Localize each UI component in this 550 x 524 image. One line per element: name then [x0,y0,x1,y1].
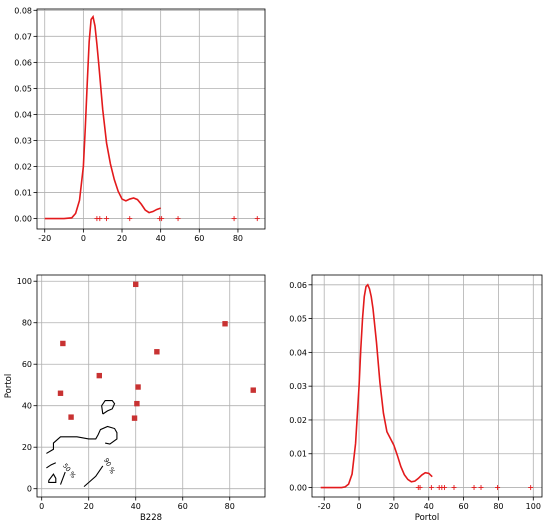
x-tick-label: 80 [233,234,243,243]
x-tick-label: 20 [84,502,94,511]
scatter-point [134,400,140,407]
y-tick-label: 0.07 [14,32,32,41]
rug-marker [528,485,534,491]
rug-marker [495,485,501,491]
scatter-point [57,390,64,396]
rug-marker [451,485,457,491]
y-tick-label: 0.01 [289,450,307,459]
y-tick-label: 0.03 [14,136,32,145]
y-tick-label: 0.00 [14,215,32,224]
y-tick-label: 0.02 [14,163,32,172]
rug-marker [428,485,434,491]
rug-marker [127,216,133,222]
contour-line [48,473,57,484]
y-tick-label: 0.06 [289,281,307,290]
rug-marker [104,216,110,222]
y-tick-label: 0.05 [289,315,307,324]
x-axis-label: Portol [415,513,439,523]
scatter-point [68,414,74,420]
x-tick-label: 0 [81,234,86,243]
x-tick-label: 60 [458,502,468,511]
scatter-point [96,372,102,379]
rug-marker [254,216,260,222]
x-tick-label: 40 [156,234,166,243]
x-tick-label: 60 [194,234,204,243]
b228-density-panel: -20 0 20 40 60 80 0.00 0.01 0.02 0.03 0.04 0.05 0.06… [14,6,266,243]
y-tick-label: 60 [22,360,32,369]
portol-density-panel: -20 0 20 40 60 80 100 0.00 0.01 0.02 0.03 0.04 0.05 0… [289,274,543,523]
density-line [44,14,161,220]
y-tick-label: 0 [27,485,32,494]
x-tick-label: -20 [318,502,331,511]
axes-frame [36,8,266,230]
rug-marker [231,216,237,222]
x-tick-label: 0 [356,502,361,511]
y-tick-label: 40 [22,402,32,411]
contour-line [101,399,116,415]
rug-marker [478,485,484,491]
contour-line [46,462,57,469]
x-tick-label: 40 [131,502,141,511]
y-tick-label: 0.02 [289,416,307,425]
y-tick-label: 0.06 [14,58,32,67]
scatter-point [60,340,66,347]
y-tick-label: 0.04 [14,110,32,119]
y-tick-label: 0.03 [289,382,307,391]
y-axis-label: Portol [4,374,14,398]
rug-marker [159,216,165,222]
y-tick-label: 0.00 [289,484,307,493]
rug-marker [441,485,447,491]
x-tick-label: -20 [38,234,51,243]
x-tick-label: 20 [389,502,399,511]
x-tick-label: 80 [493,502,503,511]
scatter-point [222,321,228,327]
y-tick-label: 0.05 [14,84,32,93]
y-tick-label: 0.04 [289,348,307,357]
scatter-point [135,384,141,390]
y-tick-label: 80 [22,319,32,328]
y-tick-label: 0.08 [14,6,32,15]
x-tick-label: 80 [225,502,235,511]
density-line [320,283,433,489]
contour-line [83,465,104,488]
rug-marker [417,485,423,491]
rug-marker [175,216,181,222]
scatter-point [154,349,160,355]
x-tick-label: 100 [526,502,541,511]
contour-label: 90 % [102,457,117,475]
y-tick-label: 0.01 [14,189,32,198]
axes-frame [36,274,266,498]
y-tick-label: 100 [17,277,32,286]
y-tick-label: 20 [22,443,32,452]
scatter-point [131,415,138,421]
x-tick-label: 40 [424,502,434,511]
scatter-point [250,387,256,393]
contour-line [59,471,66,485]
x-tick-label: 20 [117,234,127,243]
scatter-point [133,281,139,288]
rug-marker [97,216,103,222]
rug-marker [471,485,477,491]
x-axis-label: B228 [140,513,162,523]
x-tick-label: 0 [39,502,44,511]
contour-line [46,425,118,454]
axes-frame [311,274,543,498]
x-tick-label: 60 [178,502,188,511]
